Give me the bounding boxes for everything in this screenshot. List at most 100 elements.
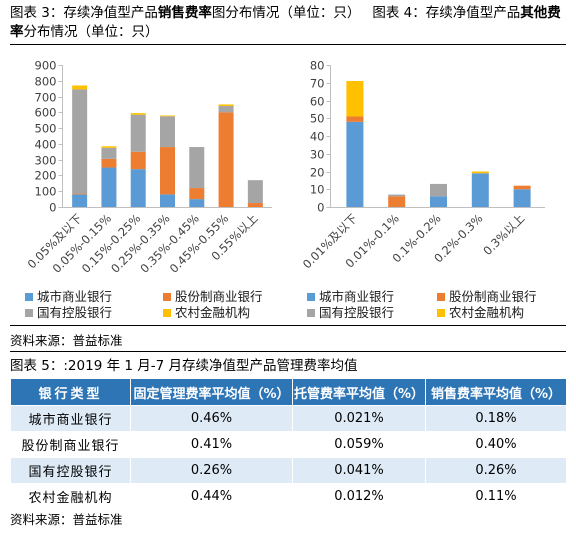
y-tick-label: 30: [310, 148, 325, 162]
bar-joint-stock-bank: [189, 188, 205, 200]
bar-rural-financial-institution: [471, 171, 489, 174]
bar-joint-stock-bank: [346, 116, 364, 122]
bar-joint-stock-bank: [101, 158, 117, 168]
chart-other-fee-distribution: 010203040506070800.01%及以下0.01%-0.1%0.1%-…: [300, 59, 545, 271]
fee-rate-table: 银行类型 固定管理费率平均值（%） 托管费率平均值（%） 销售费率平均值（%） …: [10, 378, 567, 510]
legend-label: 农村金融机构: [449, 305, 525, 320]
cell-bank-type: 城市商业银行: [10, 405, 131, 432]
bar-state-owned-bank: [218, 106, 234, 113]
bar-joint-stock-bank: [160, 147, 175, 195]
chart-sales-fee-distribution: 01002003004005006007008009000.05%及以下0.05…: [25, 59, 272, 276]
table-row: 农村金融机构 0.44% 0.012% 0.11%: [10, 483, 567, 510]
bar-joint-stock-bank: [72, 193, 88, 195]
y-tick-label: 0: [49, 201, 56, 215]
table-header-row: 银行类型 固定管理费率平均值（%） 托管费率平均值（%） 销售费率平均值（%）: [10, 378, 567, 406]
y-tick-label: 300: [35, 154, 57, 168]
fig3-caption-prefix: 图表 3：存续净值型产品: [10, 5, 158, 21]
legend-swatch: [307, 293, 315, 301]
legend-label: 城市商业银行: [37, 289, 113, 304]
bar-joint-stock-bank: [247, 203, 263, 207]
fig3-caption-highlight: 销售费率: [157, 5, 212, 21]
y-tick-label: 800: [35, 75, 57, 89]
bar-rural-financial-institution: [101, 146, 117, 148]
chart-source-note: 资料来源：普益标准: [10, 333, 123, 348]
cell-sales-fee: 0.26%: [425, 457, 567, 484]
fig3-caption-suffix: 图分布情况（单位：只）: [211, 5, 361, 21]
bar-city-commercial-bank: [430, 196, 447, 207]
cell-bank-type: 国有控股银行: [10, 457, 131, 484]
bar-joint-stock-bank: [218, 112, 234, 207]
cell-bank-type: 农村金融机构: [10, 483, 131, 510]
caption-divider: [10, 44, 566, 45]
legend-item-state-owned-bank: 国有控股银行: [25, 305, 163, 321]
legend-label: 农村金融机构: [175, 305, 251, 320]
fig4-caption-highlight: 其他费率: [10, 5, 561, 40]
y-tick-label: 50: [310, 112, 325, 126]
col-header-bank-type: 银行类型: [10, 378, 131, 406]
legend-swatch: [437, 309, 445, 317]
legend-sales-fee-chart: 城市商业银行 股份制商业银行 国有控股银行 农村金融机构: [25, 289, 263, 321]
y-tick-label: 40: [310, 130, 325, 144]
bar-rural-financial-institution: [346, 80, 364, 117]
legend-swatch: [437, 293, 445, 301]
fig4-caption-prefix: 图表 4：存续净值型产品: [372, 5, 521, 21]
col-header-sales-fee: 销售费率平均值（%）: [425, 378, 567, 406]
y-tick-label: 700: [35, 91, 57, 105]
y-tick-label: 10: [310, 183, 325, 197]
legend-label: 股份制商业银行: [449, 289, 537, 304]
legend-item-joint-stock-bank: 股份制商业银行: [437, 289, 537, 305]
bar-city-commercial-bank: [101, 167, 117, 207]
table-row: 国有控股银行 0.26% 0.041% 0.26%: [10, 457, 567, 484]
cell-fixed-mgmt-fee: 0.44%: [130, 483, 293, 510]
legend-label: 国有控股银行: [319, 305, 395, 320]
bar-city-commercial-bank: [72, 194, 88, 207]
fig5-caption: 图表 5：:2019 年 1 月-7 月存续净值型产品管理费率均值: [10, 358, 358, 374]
table-source-note: 资料来源：普益标准: [10, 512, 123, 527]
bar-state-owned-bank: [130, 114, 146, 152]
cell-sales-fee: 0.18%: [425, 405, 567, 432]
col-header-fixed-mgmt-fee: 固定管理费率平均值（%）: [130, 378, 293, 406]
y-tick-label: 70: [310, 77, 325, 91]
fig3-caption: 图表 3：存续净值型产品销售费率图分布情况（单位：只）: [10, 5, 360, 21]
cell-custody-fee: 0.059%: [292, 431, 426, 458]
bar-joint-stock-bank: [388, 196, 406, 207]
bar-city-commercial-bank: [471, 173, 489, 207]
y-tick-label: 80: [310, 59, 325, 73]
bar-rural-financial-institution: [218, 104, 234, 107]
legend-label: 股份制商业银行: [175, 289, 263, 304]
bar-city-commercial-bank: [346, 121, 364, 207]
cell-sales-fee: 0.40%: [425, 431, 567, 458]
legend-swatch: [163, 309, 171, 317]
bar-state-owned-bank: [72, 89, 88, 194]
legend-item-rural-financial-institution: 农村金融机构: [437, 305, 537, 321]
table-row: 股份制商业银行 0.41% 0.059% 0.40%: [10, 431, 567, 458]
cell-custody-fee: 0.041%: [292, 457, 426, 484]
legend-swatch: [25, 309, 33, 317]
y-tick-label: 400: [35, 138, 57, 152]
y-tick-label: 900: [35, 59, 57, 73]
col-header-custody-fee: 托管费率平均值（%）: [292, 378, 426, 406]
fig4-caption: 图表 4：存续净值型产品其他费率分布情况（单位：只）: [10, 5, 561, 40]
x-category-label: 0.3%以上: [480, 211, 527, 258]
bar-joint-stock-bank: [513, 185, 531, 190]
legend-swatch: [307, 309, 315, 317]
legend-label: 城市商业银行: [319, 289, 395, 304]
y-tick-label: 600: [35, 106, 57, 120]
cell-sales-fee: 0.11%: [425, 483, 567, 510]
bar-joint-stock-bank: [130, 151, 146, 170]
bar-state-owned-bank: [430, 183, 447, 197]
bar-state-owned-bank: [160, 116, 175, 148]
bar-rural-financial-institution: [160, 115, 175, 117]
bar-city-commercial-bank: [130, 169, 146, 207]
bar-rural-financial-institution: [72, 85, 88, 90]
legend-item-city-commercial-bank: 城市商业银行: [25, 289, 163, 305]
legend-item-city-commercial-bank: 城市商业银行: [307, 289, 437, 305]
cell-custody-fee: 0.012%: [292, 483, 426, 510]
legend-swatch: [163, 293, 171, 301]
legend-swatch: [25, 293, 33, 301]
bar-city-commercial-bank: [189, 199, 205, 207]
bar-state-owned-bank: [101, 147, 117, 159]
y-tick-label: 500: [35, 122, 57, 136]
legend-label: 国有控股银行: [37, 305, 113, 320]
y-tick-label: 60: [310, 95, 325, 109]
